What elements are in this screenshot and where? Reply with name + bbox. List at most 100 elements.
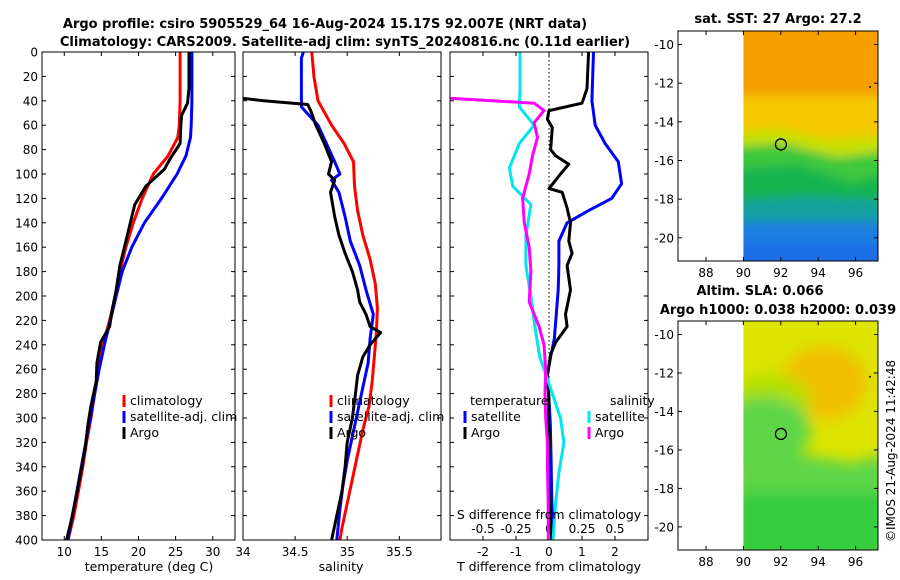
sst-map-axes-box (677, 30, 879, 262)
x-tick-label: 15 (94, 545, 109, 559)
x-tick-label: 35 (340, 545, 355, 559)
figure-title-line2: Climatology: CARS2009. Satellite-adj cli… (60, 35, 630, 50)
series-line-salinity-argo (450, 96, 550, 540)
depth-tick-label: 120 (15, 192, 38, 206)
legend-s-satellite-label: satellite (595, 409, 645, 424)
lat-tick-label: -18 (654, 482, 674, 496)
map-dot (869, 375, 871, 378)
figure-title-line1: Argo profile: csiro 5905529_64 16-Aug-20… (63, 17, 587, 32)
series-line-climatology (66, 52, 182, 540)
x-tick-label: 34.5 (282, 545, 309, 559)
salinity-xlabel: salinity (319, 559, 364, 574)
depth-tick-label: 400 (15, 534, 38, 548)
series-line-argo (65, 52, 191, 540)
lat-tick-label: -14 (654, 405, 674, 419)
sla-map-axes-box (677, 320, 879, 551)
series-line-temperature-argo (545, 52, 591, 540)
lat-tick-label: -14 (654, 115, 674, 129)
map-field (743, 321, 878, 550)
salinity-ticks: 34 34.5 35 35.5 (235, 51, 441, 559)
lat-tick-label: -10 (654, 38, 674, 52)
lon-tick-label: 88 (698, 555, 713, 569)
depth-tick-label: 100 (15, 168, 38, 182)
s-diff-tick-label: -0.25 (500, 522, 531, 536)
difference-top-xlabel: S difference from climatology (457, 507, 642, 522)
temperature-legend: climatology satellite-adj. clim Argo (122, 393, 237, 440)
x-tick-label: 34 (235, 545, 250, 559)
series-line-satellite-adj-clim (66, 52, 194, 540)
sst-map-panel: sat. SST: 27 Argo: 27.2 88 90 92 94 96 -10 -12… (654, 12, 879, 280)
map-field (743, 31, 878, 261)
x-tick-label: 10 (57, 545, 72, 559)
series-line-satellite-adj-clim (299, 52, 375, 540)
depth-tick-label: 140 (15, 216, 38, 230)
lon-tick-label: 92 (773, 266, 788, 280)
depth-tick-label: 340 (15, 460, 38, 474)
map-band (743, 196, 878, 229)
argo-position-marker (774, 138, 788, 151)
temperature-profiles (65, 52, 194, 540)
lat-tick-label: -12 (654, 366, 674, 380)
depth-tick-label: 280 (15, 387, 38, 401)
s-diff-tick-label: 0.5 (605, 522, 624, 536)
imos-timestamp: ©IMOS 21-Aug-2024 11:42:48 (884, 360, 898, 542)
salinity-profiles (243, 52, 383, 540)
sla-map-title: Altim. SLA: 0.066 (697, 284, 824, 299)
sst-map-title: sat. SST: 27 Argo: 27.2 (694, 12, 861, 27)
depth-tick-label: 360 (15, 485, 38, 499)
depth-tick-label: 160 (15, 241, 38, 255)
depth-tick-label: 220 (15, 314, 38, 328)
difference-xlabel: T difference from climatology (456, 559, 642, 574)
map-dot (869, 86, 871, 89)
salinity-panel: 34 34.5 35 35.5 salinity climatology satell… (235, 51, 444, 574)
sla-map-image (743, 321, 878, 550)
legend-climatology-label: climatology (337, 393, 410, 408)
difference-profiles (450, 52, 624, 540)
series-line-climatology (310, 52, 379, 540)
temperature-panel: 0 20 40 60 80 100 120 140 160 180 200 220 240 260 280 3… (15, 46, 237, 575)
depth-tick-label: 320 (15, 436, 38, 450)
depth-tick-label: 380 (15, 509, 38, 523)
temperature-depth-ticks: 0 20 40 60 80 100 120 140 160 180 200 220 240 260 280 3… (15, 46, 235, 559)
x-tick-label: 30 (205, 545, 220, 559)
sla-map-subtitle: Argo h1000: 0.038 h2000: 0.039 (660, 303, 896, 318)
lon-tick-label: 94 (811, 266, 826, 280)
legend-t-argo-label: Argo (471, 425, 500, 440)
legend-t-satellite-label: satellite (471, 409, 521, 424)
salinity-legend: climatology satellite-adj. clim Argo (329, 393, 444, 440)
argo-position-marker (774, 427, 788, 441)
x-tick-label: -1 (510, 545, 522, 559)
lat-tick-label: -18 (654, 193, 674, 207)
sst-map-axes: 88 90 92 94 96 -10 -12 -14 -16 -18 -20 (654, 31, 878, 280)
legend-satellite-label: satellite-adj. clim (337, 409, 444, 424)
map-band (743, 242, 878, 261)
temperature-xlabel: temperature (deg C) (85, 559, 214, 574)
sla-map-axes: 88 90 92 94 96 -10 -12 -14 -16 -18 -20 (654, 321, 878, 569)
sla-map-panel: Altim. SLA: 0.066 Argo h1000: 0.038 h200… (654, 284, 896, 569)
x-tick-label: 35.5 (386, 545, 413, 559)
x-tick-label: 25 (168, 545, 183, 559)
legend-argo-label: Argo (337, 425, 366, 440)
lat-tick-label: -20 (654, 520, 674, 534)
legend-argo-label: Argo (130, 425, 159, 440)
s-diff-tick-label: -0.5 (471, 522, 494, 536)
lat-tick-label: -16 (654, 443, 674, 457)
temperature-axes-box (41, 51, 236, 541)
s-diff-tick-label: 0.25 (569, 522, 596, 536)
lon-tick-label: 90 (736, 266, 751, 280)
lon-tick-label: 94 (811, 555, 826, 569)
salinity-axes-box (242, 51, 442, 541)
depth-tick-label: 40 (23, 94, 38, 108)
lat-tick-label: -12 (654, 77, 674, 91)
difference-axes-box (449, 51, 649, 541)
depth-tick-label: 240 (15, 338, 38, 352)
depth-tick-label: 260 (15, 363, 38, 377)
lat-tick-label: -20 (654, 231, 674, 245)
map-blend (743, 346, 878, 550)
sst-map-image (743, 31, 878, 261)
lon-tick-label: 90 (736, 555, 751, 569)
legend-temperature-title: temperature (470, 393, 549, 408)
legend-salinity-title: salinity (610, 393, 655, 408)
